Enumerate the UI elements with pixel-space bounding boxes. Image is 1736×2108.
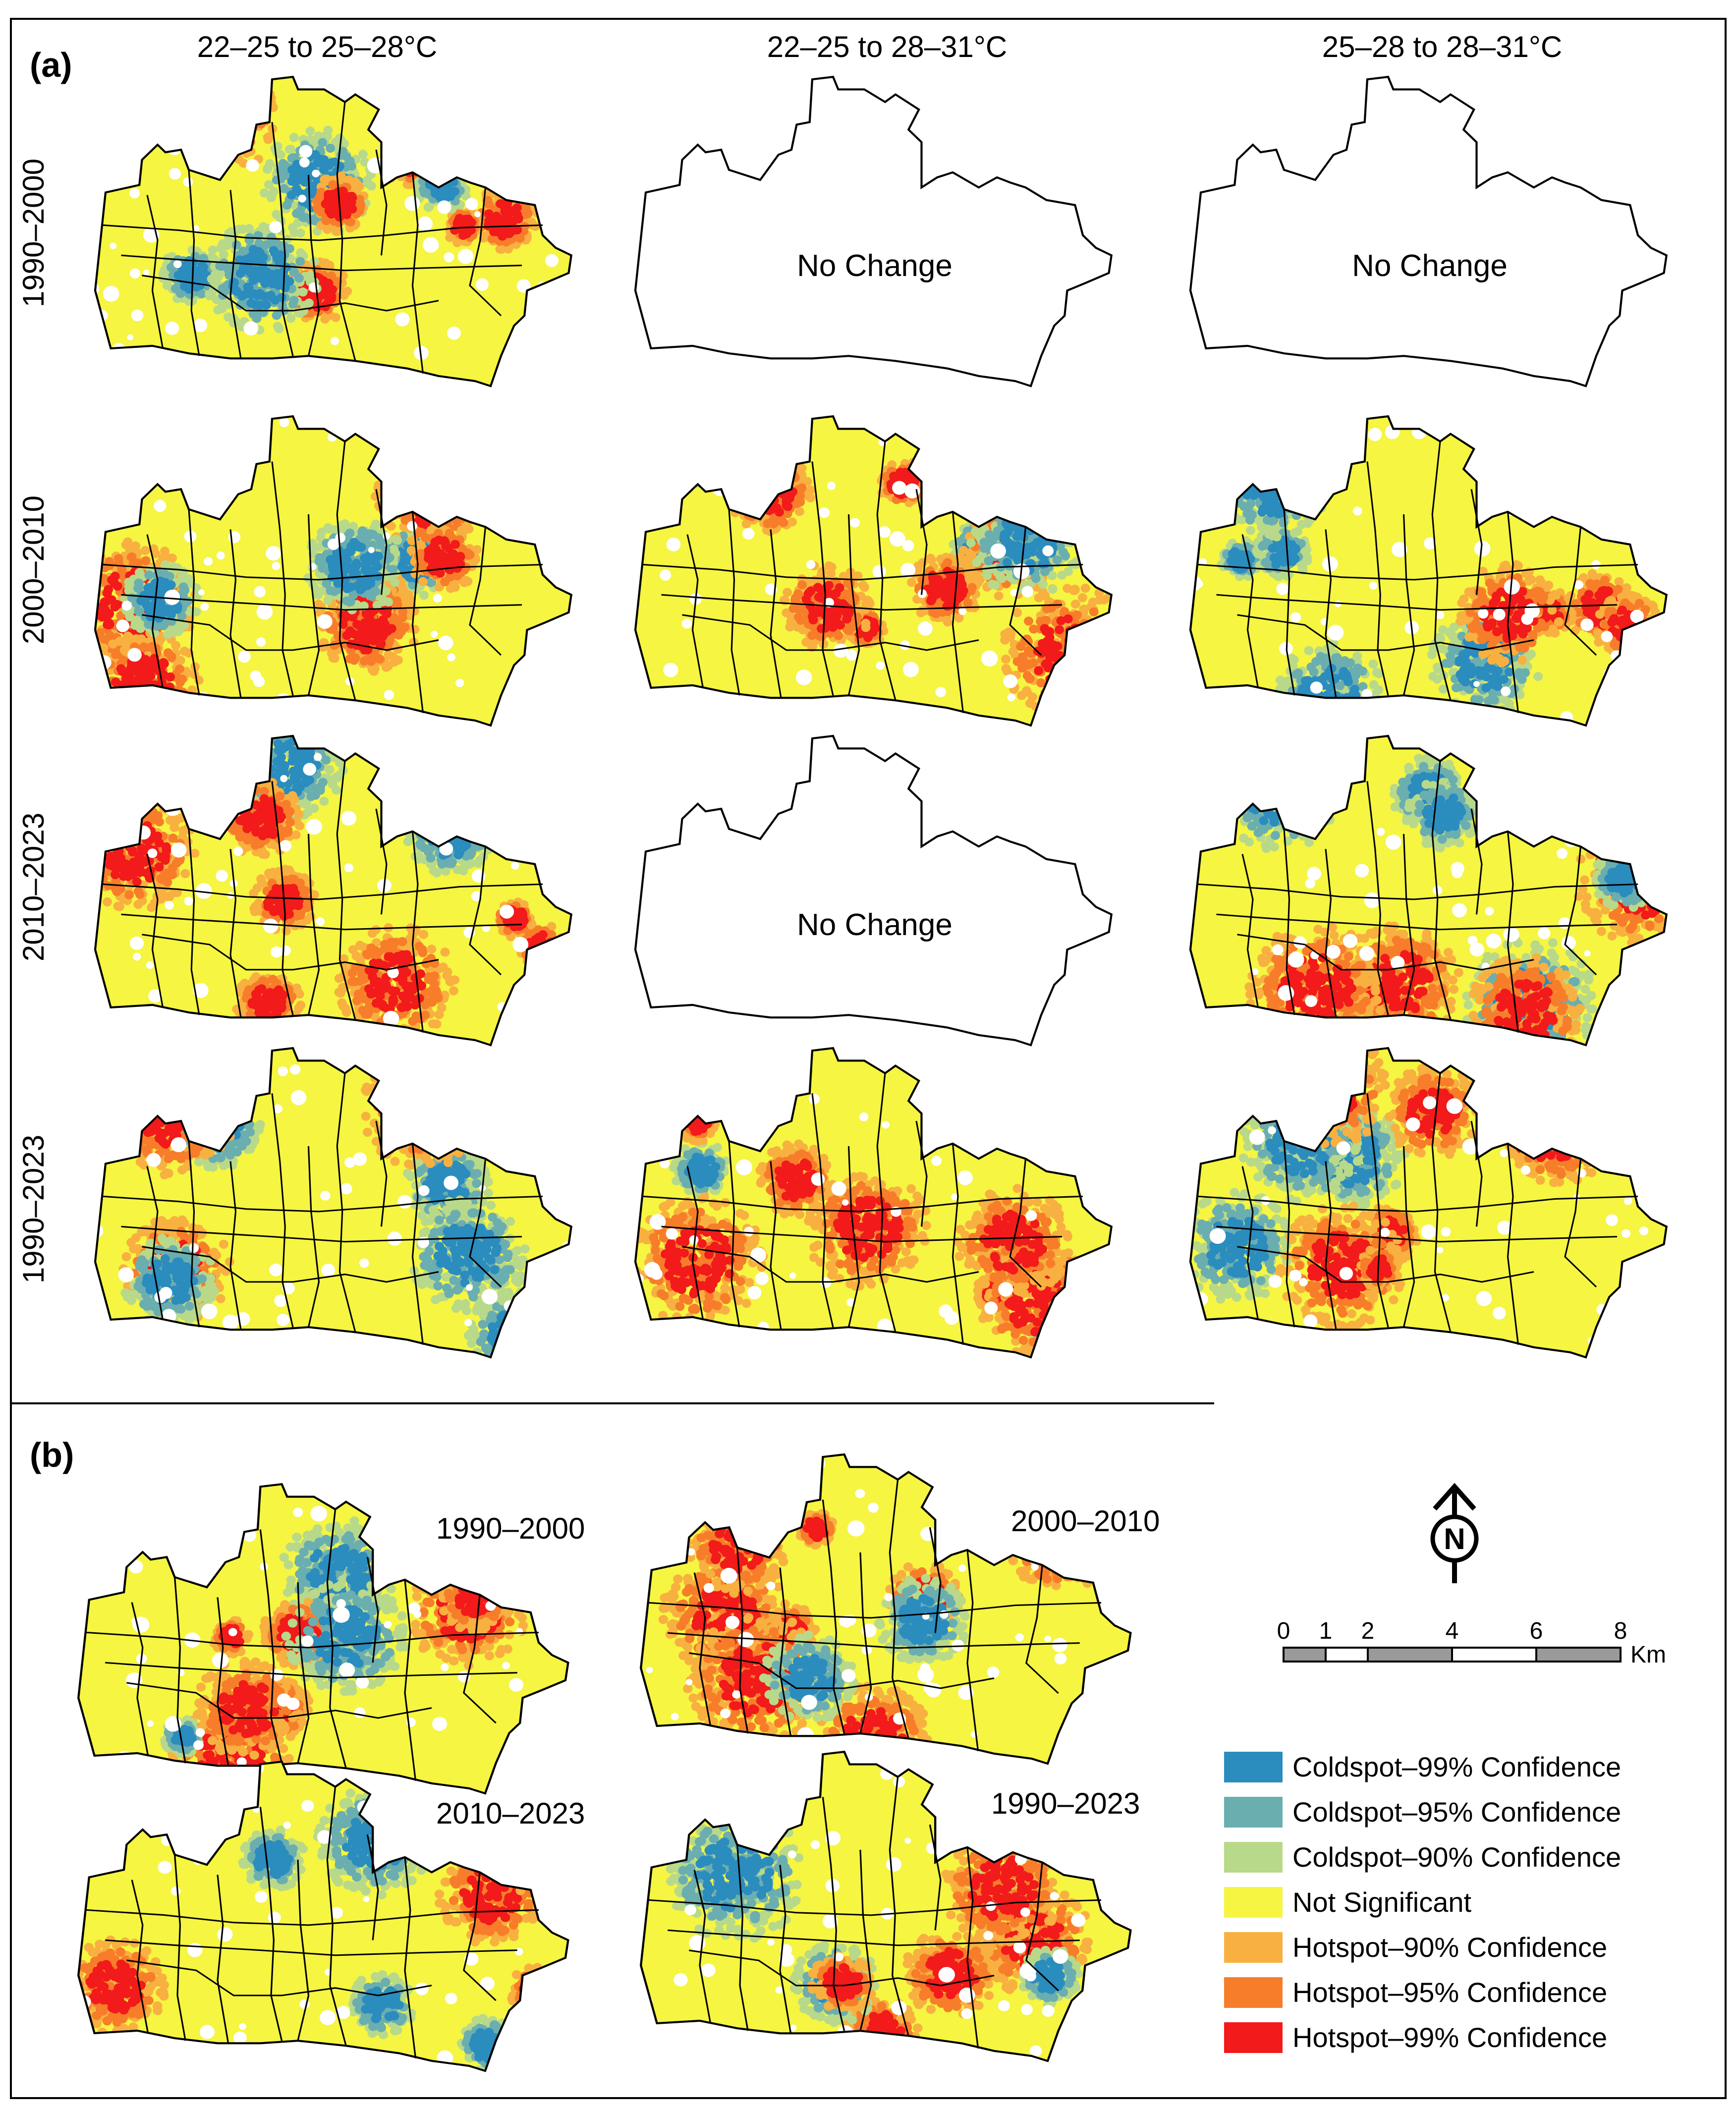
column-header-0: 22–25 to 25–28°C bbox=[197, 30, 437, 63]
legend-swatch-1 bbox=[1224, 1797, 1283, 1828]
legend-label-4: Hotspot–90% Confidence bbox=[1292, 1932, 1607, 1963]
legend-label-1: Coldspot–95% Confidence bbox=[1292, 1796, 1621, 1828]
row-header-0: 1990–2000 bbox=[17, 159, 50, 307]
map-a-r0-c2 bbox=[1190, 77, 1667, 386]
map-a-r3-c2 bbox=[1170, 1028, 1698, 1394]
scale-bar: 0 1 2 4 6 8Km bbox=[1277, 1618, 1666, 1668]
scale-segment-3 bbox=[1451, 1647, 1537, 1663]
legend-swatch-0 bbox=[1224, 1752, 1283, 1782]
north-arrow-icon: N bbox=[1430, 1483, 1479, 1583]
map-a-r2-c0 bbox=[69, 715, 595, 1075]
map-a-r0-c0 bbox=[72, 64, 595, 416]
figure-frame bbox=[10, 18, 1727, 2099]
map-a-r3-c0 bbox=[74, 1045, 598, 1389]
panel-a-letter: (a) bbox=[30, 46, 72, 84]
legend-label-5: Hotspot–95% Confidence bbox=[1292, 1977, 1607, 2008]
map-b-year-1: 2000–2010 bbox=[1011, 1504, 1160, 1538]
no-change-label-r2-c1: No Change bbox=[797, 908, 952, 942]
legend-label-3: Not Significant bbox=[1292, 1886, 1472, 1918]
scale-tick-5: 8 bbox=[1614, 1618, 1627, 1644]
legend-swatch-4 bbox=[1224, 1932, 1283, 1963]
no-change-label-r0-c1: No Change bbox=[797, 249, 952, 283]
scale-segment-2 bbox=[1367, 1647, 1453, 1663]
legend: Coldspot–99% Confidence Coldspot–95% Conf… bbox=[1224, 1751, 1621, 2053]
row-header-2: 2010–2023 bbox=[17, 813, 50, 961]
legend-label-0: Coldspot–99% Confidence bbox=[1292, 1751, 1621, 1782]
scale-segment-0 bbox=[1283, 1647, 1327, 1663]
scale-tick-4: 6 bbox=[1530, 1618, 1543, 1644]
scale-unit: Km bbox=[1630, 1642, 1666, 1668]
row-header-3: 1990–2023 bbox=[17, 1135, 50, 1283]
map-a-r2-c2 bbox=[1165, 733, 1714, 1079]
scale-segment-1 bbox=[1325, 1647, 1369, 1663]
legend-swatch-3 bbox=[1224, 1887, 1283, 1918]
map-a-r1-c0 bbox=[62, 414, 597, 759]
map-b-year-3: 1990–2023 bbox=[991, 1787, 1140, 1820]
legend-label-2: Coldspot–90% Confidence bbox=[1292, 1841, 1621, 1873]
legend-swatch-2 bbox=[1224, 1842, 1283, 1873]
north-arrow-letter: N bbox=[1444, 1522, 1465, 1555]
legend-swatch-6 bbox=[1224, 2022, 1283, 2053]
scale-tick-3: 4 bbox=[1446, 1618, 1459, 1644]
map-b-1 bbox=[616, 1445, 1155, 1794]
scale-tick-1: 1 bbox=[1319, 1618, 1333, 1644]
map-a-r1-c2 bbox=[1170, 412, 1690, 757]
column-header-2: 25–28 to 28–31°C bbox=[1322, 30, 1562, 63]
legend-swatch-5 bbox=[1224, 1977, 1283, 2008]
map-b-year-0: 1990–2000 bbox=[436, 1512, 585, 1545]
scale-tick-0: 0 bbox=[1277, 1618, 1290, 1644]
scale-tick-2: 2 bbox=[1361, 1618, 1375, 1644]
map-a-r2-c1 bbox=[635, 736, 1112, 1045]
map-a-r0-c1 bbox=[635, 77, 1112, 386]
map-b-year-2: 2010–2023 bbox=[436, 1797, 585, 1830]
panel-b-letter: (b) bbox=[30, 1436, 74, 1474]
map-a-r1-c1 bbox=[613, 408, 1144, 763]
column-header-1: 22–25 to 28–31°C bbox=[767, 30, 1007, 63]
no-change-label-r0-c2: No Change bbox=[1352, 249, 1508, 283]
map-b-0 bbox=[56, 1478, 594, 1827]
row-header-1: 2000–2010 bbox=[17, 496, 50, 644]
legend-label-6: Hotspot–99% Confidence bbox=[1292, 2022, 1607, 2053]
map-a-r3-c1 bbox=[611, 1037, 1135, 1390]
scale-segment-4 bbox=[1535, 1647, 1622, 1663]
